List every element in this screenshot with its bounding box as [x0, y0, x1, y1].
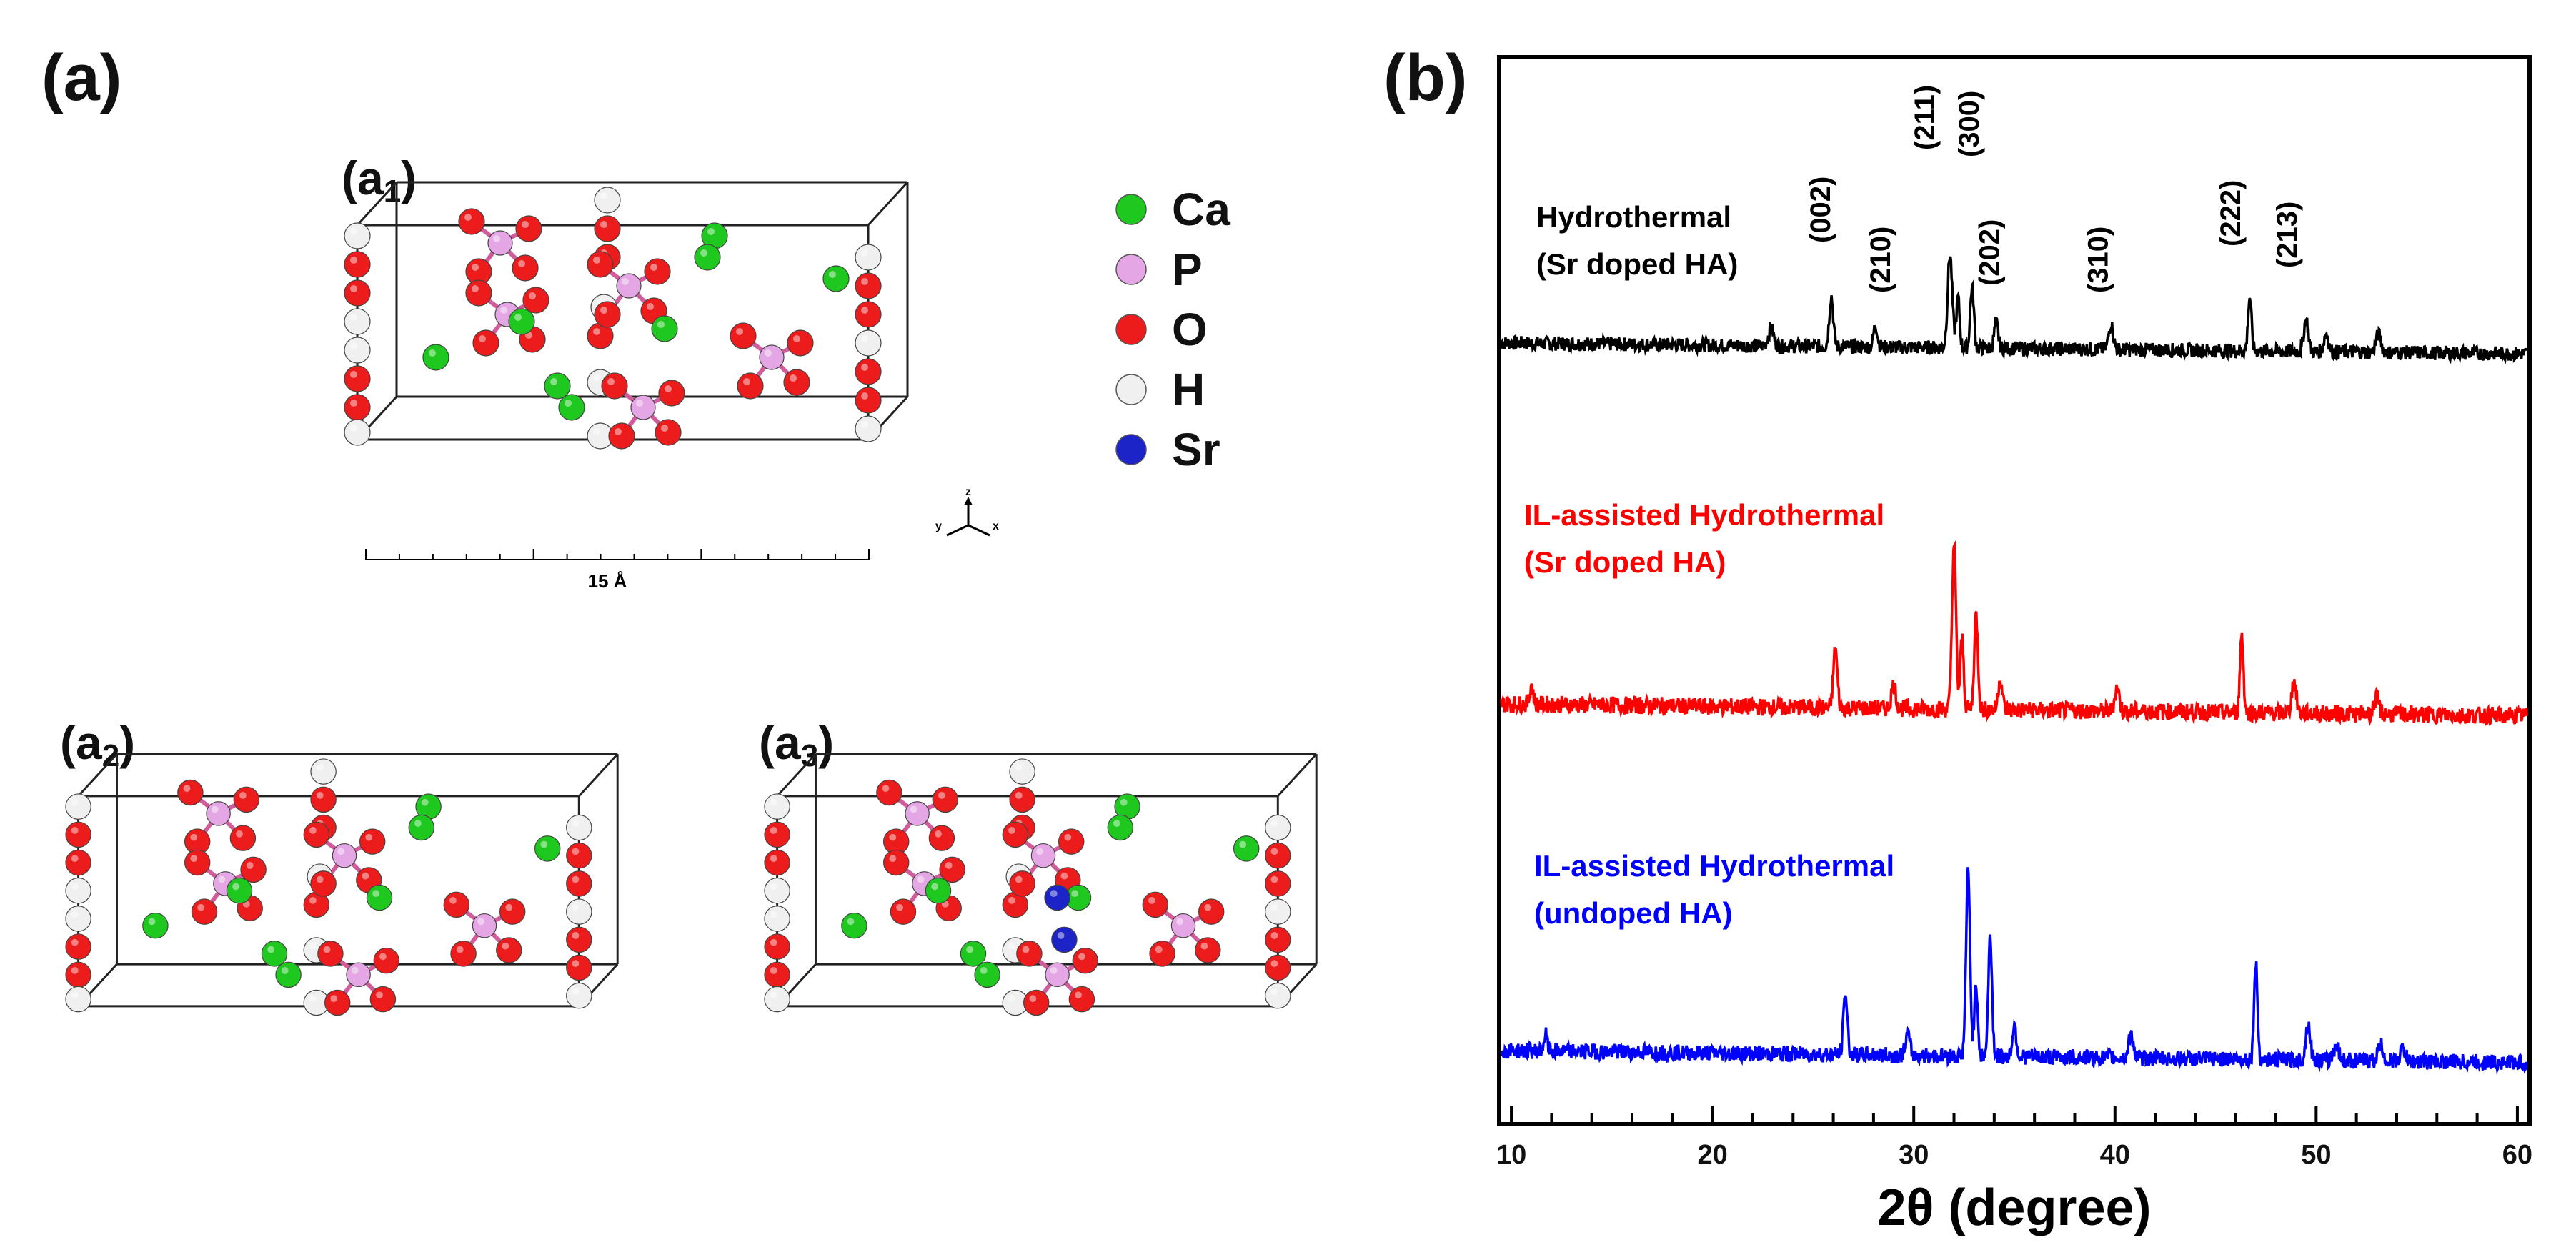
- legend-o-label: O: [1172, 304, 1208, 355]
- series-label-3: (undoped HA): [1534, 896, 1733, 930]
- crystal-structure-a1: [344, 181, 909, 450]
- legend-ca-label: Ca: [1172, 184, 1230, 235]
- hkl-label: (002): [1805, 177, 1836, 243]
- series-label-3: IL-assisted Hydrothermal: [1534, 849, 1894, 883]
- hkl-label: (310): [2082, 227, 2114, 293]
- series-line-1: [1500, 256, 2528, 364]
- panel-a-label: (a): [41, 41, 121, 114]
- x-axis: 10 20 30 40 50 60: [1496, 1106, 2532, 1170]
- hkl-label: (222): [2215, 180, 2247, 247]
- panel-b-label: (b): [1383, 41, 1467, 114]
- hkl-labels: (002) (210) (211) (300) (202) (310) (222) (213): [1805, 85, 2303, 293]
- svg-text:z: z: [965, 486, 971, 498]
- axes-triad-icon: z y x: [935, 486, 999, 537]
- scale-bar-label: 15 Å: [588, 570, 627, 592]
- panel-a3-label: (a3): [759, 716, 834, 773]
- x-tick-label: 60: [2502, 1140, 2532, 1170]
- series-label-2: (Sr doped HA): [1524, 545, 1726, 579]
- series-labels: Hydrothermal (Sr doped HA) IL-assisted Hyd…: [1524, 200, 1894, 930]
- legend-sr-label: Sr: [1172, 424, 1220, 475]
- series-line-3: [1500, 867, 2528, 1075]
- hkl-label: (213): [2272, 202, 2303, 268]
- x-tick-label: 50: [2301, 1140, 2331, 1170]
- series-line-2: [1500, 540, 2528, 727]
- series-layer: [1500, 256, 2528, 1075]
- crystal-structure-a2: [65, 753, 619, 1016]
- svg-text:y: y: [935, 520, 942, 532]
- series-label-2: IL-assisted Hydrothermal: [1524, 498, 1884, 532]
- panel-a2-label: (a2): [60, 716, 135, 773]
- panel-a1-label: (a1): [342, 152, 417, 209]
- x-tick-label: 40: [2100, 1140, 2130, 1170]
- legend-ca-marker: [1115, 194, 1147, 225]
- series-label-1: Hydrothermal: [1536, 200, 1731, 234]
- x-tick-label: 20: [1698, 1140, 1728, 1170]
- svg-text:x: x: [993, 520, 999, 532]
- x-axis-title: 2θ (degree): [1877, 1179, 2151, 1236]
- hkl-label: (211): [1909, 85, 1941, 150]
- x-tick-label: 10: [1496, 1140, 1526, 1170]
- scale-bar: 15 Å: [365, 549, 870, 592]
- hkl-label: (210): [1865, 227, 1896, 293]
- legend-o-marker: [1115, 314, 1147, 345]
- legend-h-marker: [1115, 374, 1147, 405]
- xrd-chart: 10 20 30 40 50 60 (002) (210) (211) (300) (202) (3…: [1496, 55, 2532, 1236]
- crystal-structure-a3: [764, 753, 1318, 1016]
- legend-p-marker: [1115, 254, 1147, 285]
- hkl-label: (202): [1974, 219, 2005, 286]
- legend-p-label: P: [1172, 244, 1203, 295]
- legend-h-label: H: [1172, 364, 1205, 415]
- hkl-label: (300): [1954, 91, 1985, 157]
- series-label-1: (Sr doped HA): [1536, 247, 1738, 281]
- atom-legend: Ca POH Sr: [1115, 184, 1230, 475]
- legend-sr-marker: [1115, 434, 1147, 465]
- x-tick-label: 30: [1899, 1140, 1929, 1170]
